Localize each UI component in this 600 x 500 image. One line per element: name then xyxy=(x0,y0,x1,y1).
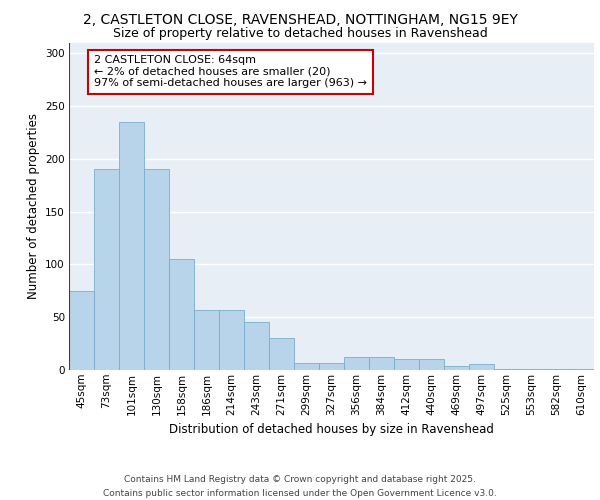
Bar xyxy=(294,362,319,370)
Bar xyxy=(344,358,369,370)
Text: 2 CASTLETON CLOSE: 64sqm
← 2% of detached houses are smaller (20)
97% of semi-de: 2 CASTLETON CLOSE: 64sqm ← 2% of detache… xyxy=(94,55,367,88)
Bar xyxy=(494,369,519,370)
Bar xyxy=(269,338,294,370)
Bar xyxy=(144,170,169,370)
Bar xyxy=(219,310,244,370)
Bar xyxy=(319,362,344,370)
Bar xyxy=(394,360,419,370)
Y-axis label: Number of detached properties: Number of detached properties xyxy=(26,114,40,299)
X-axis label: Distribution of detached houses by size in Ravenshead: Distribution of detached houses by size … xyxy=(169,423,494,436)
Bar xyxy=(569,369,594,370)
Bar xyxy=(519,369,544,370)
Bar xyxy=(94,170,119,370)
Bar xyxy=(419,360,444,370)
Bar xyxy=(69,291,94,370)
Bar xyxy=(169,259,194,370)
Bar xyxy=(469,364,494,370)
Bar xyxy=(244,322,269,370)
Bar xyxy=(194,310,219,370)
Text: Contains HM Land Registry data © Crown copyright and database right 2025.
Contai: Contains HM Land Registry data © Crown c… xyxy=(103,476,497,498)
Bar xyxy=(369,358,394,370)
Bar xyxy=(544,369,569,370)
Bar xyxy=(444,366,469,370)
Bar xyxy=(119,122,144,370)
Text: Size of property relative to detached houses in Ravenshead: Size of property relative to detached ho… xyxy=(113,28,487,40)
Text: 2, CASTLETON CLOSE, RAVENSHEAD, NOTTINGHAM, NG15 9EY: 2, CASTLETON CLOSE, RAVENSHEAD, NOTTINGH… xyxy=(83,12,517,26)
